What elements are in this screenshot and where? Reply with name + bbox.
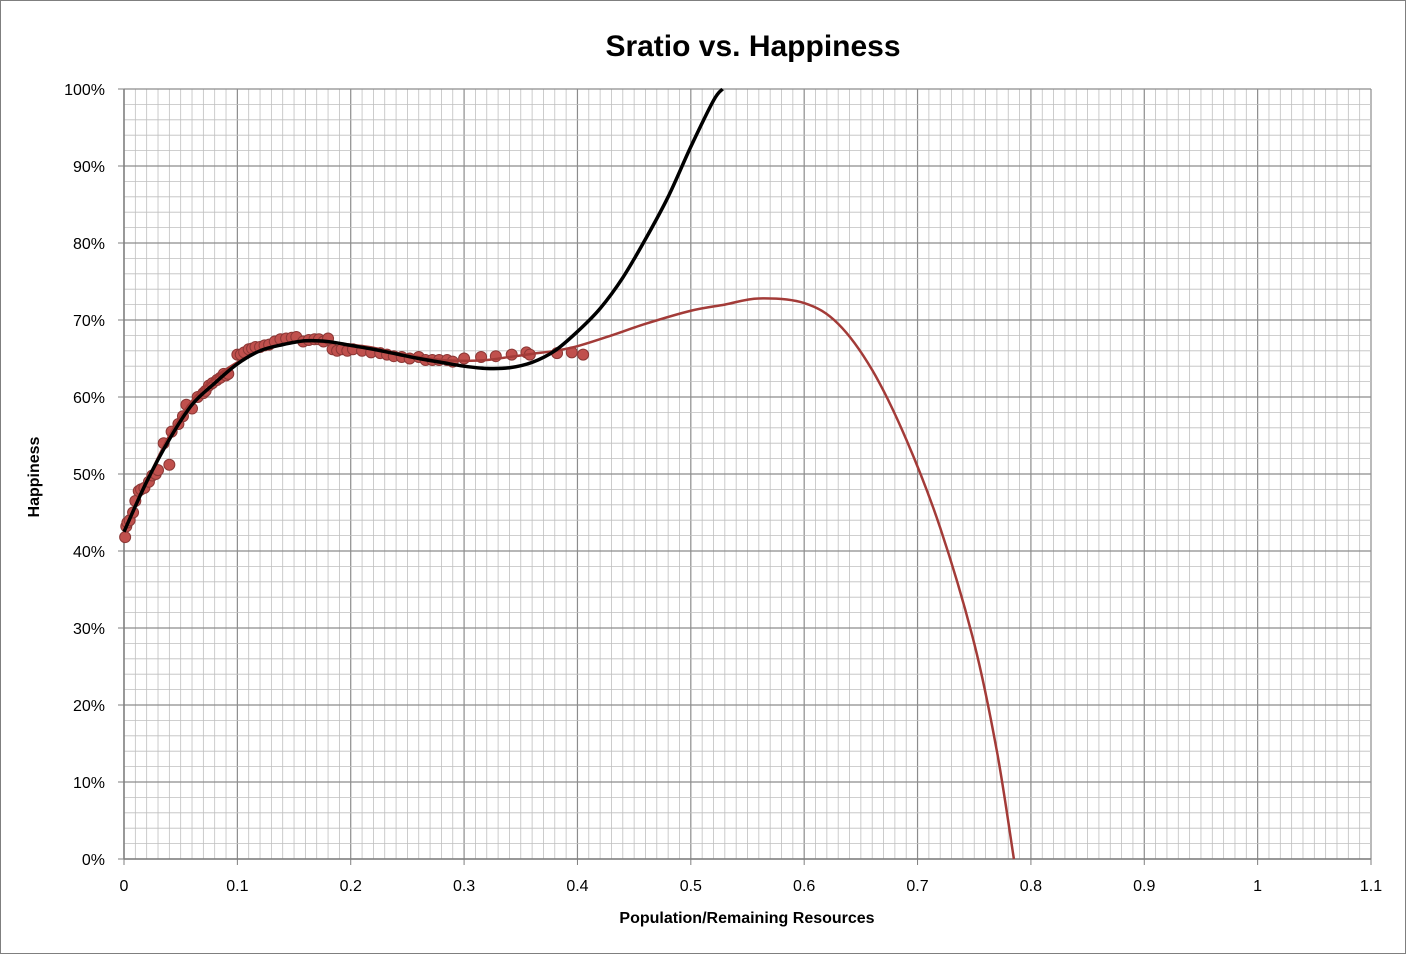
x-tick-label: 0.9 [1133,878,1155,895]
x-axis-label: Population/Remaining Resources [619,910,874,927]
x-tick-labels: 0 0.1 0.2 0.3 0.4 0.5 0.6 0.7 0.8 0.9 1 1.1 [120,859,1382,895]
y-tick-label: 100% [64,82,105,99]
y-tick-label: 60% [73,390,105,407]
y-tick-label: 10% [73,775,105,792]
x-tick-label: 0.5 [680,878,702,895]
trendlines [122,87,1016,860]
x-tick-label: 1.1 [1360,878,1382,895]
x-tick-label: 0.3 [453,878,475,895]
chart-title: Sratio vs. Happiness [605,30,900,63]
trendline-red [122,297,1016,860]
y-tick-label: 0% [82,852,105,869]
x-tick-label: 0.7 [906,878,928,895]
y-tick-label: 40% [73,544,105,561]
x-tick-label: 0.8 [1020,878,1042,895]
x-tick-label: 0.6 [793,878,815,895]
y-tick-label: 30% [73,621,105,638]
trendline-black [122,87,724,533]
x-tick-label: 0.2 [340,878,362,895]
y-tick-label: 20% [73,698,105,715]
y-tick-labels: 0% 10% 20% 30% 40% 50% 60% 70% 80% 90% 100% [64,82,124,869]
x-tick-label: 0 [120,878,129,895]
data-point [119,531,132,544]
x-tick-label: 0.4 [566,878,588,895]
y-tick-label: 70% [73,313,105,330]
scatter-points [119,330,590,544]
data-point [577,348,590,361]
data-point [505,348,518,361]
data-point [458,352,471,365]
y-tick-label: 80% [73,236,105,253]
x-tick-label: 1 [1253,878,1262,895]
y-axis-label: Happiness [26,436,43,517]
grid-layer [123,88,1372,860]
y-tick-label: 50% [73,467,105,484]
x-tick-label: 0.1 [226,878,248,895]
data-point [163,458,176,471]
y-tick-label: 90% [73,159,105,176]
